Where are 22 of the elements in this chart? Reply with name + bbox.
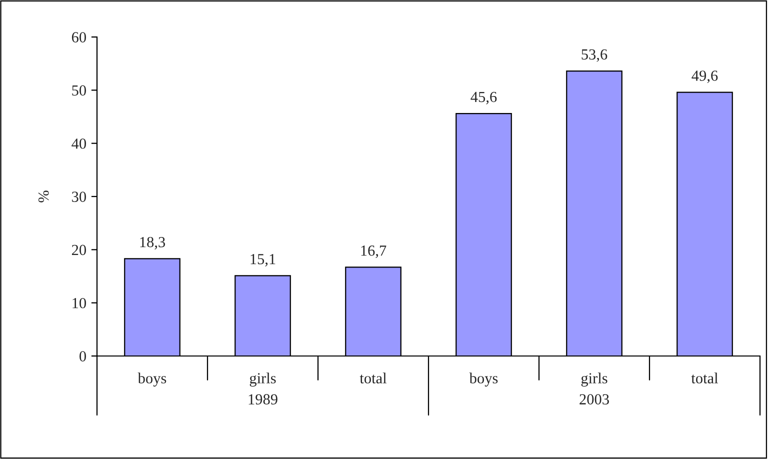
x-tick-label: total [360,372,387,384]
y-tick-label: 50 [72,85,86,96]
data-label: 18,3 [140,236,166,250]
data-label: 53,6 [582,49,608,62]
y-tick-label: 30 [72,192,86,202]
x-tick-label: boys [469,372,498,387]
data-label: 15,1 [250,254,276,266]
data-label: 45,6 [470,92,497,104]
y-tick-label: 40 [72,138,86,149]
x-tick-label: total [691,372,718,384]
y-tick-label: 10 [72,298,86,308]
x-tick-label: girls [581,372,608,387]
y-tick-label: 20 [72,244,86,256]
text: 2003 [580,394,609,404]
x-tick-label: boys [138,372,166,387]
y-tick-label: 60 [72,32,86,42]
y-tick-label: 0 [80,351,86,362]
y-axis-title: % [38,190,49,202]
x-tick-label: girls [250,372,276,387]
text: 1989 [248,394,278,404]
data-label: 16,7 [361,246,386,258]
data-label: 49,6 [692,70,718,84]
